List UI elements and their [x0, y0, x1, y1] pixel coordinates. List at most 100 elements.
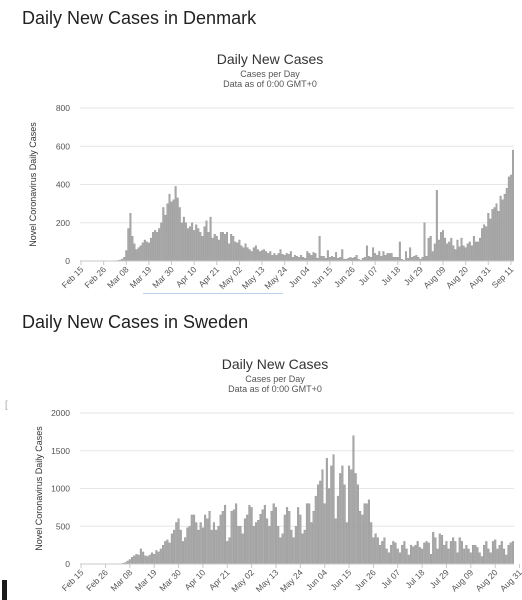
bar	[417, 257, 420, 262]
bar	[320, 256, 323, 262]
x-tick-label: May 02	[217, 264, 244, 291]
bar	[281, 533, 284, 565]
bar	[153, 554, 156, 565]
bar	[129, 213, 132, 262]
y-axis-label: Novel Coronavirus Daily Cases	[28, 122, 38, 247]
bar	[339, 257, 342, 262]
bar	[146, 556, 149, 565]
bar	[477, 241, 479, 262]
x-tick-label: Mar 30	[157, 567, 183, 593]
bar	[472, 235, 475, 262]
x-tick-label: Jun 04	[304, 567, 329, 592]
bar	[256, 249, 259, 262]
bar	[190, 514, 193, 565]
bar	[498, 544, 501, 565]
bar	[160, 222, 163, 262]
bar	[332, 454, 335, 565]
bar	[143, 239, 146, 262]
scroll-indicator	[143, 293, 283, 294]
bar	[431, 251, 434, 262]
chart-title: Daily New Cases	[222, 356, 329, 372]
bar	[199, 232, 202, 262]
bar	[308, 253, 311, 262]
bar	[195, 224, 198, 262]
bar	[236, 242, 239, 262]
bar	[365, 503, 368, 565]
bar	[164, 541, 167, 565]
bar	[354, 473, 357, 565]
bar	[421, 257, 424, 262]
y-tick-label: 600	[56, 141, 70, 151]
bar	[440, 535, 444, 565]
bar	[336, 495, 340, 565]
bar	[259, 251, 261, 262]
bar	[285, 253, 288, 262]
bar	[172, 199, 175, 262]
bar	[242, 247, 245, 262]
bar	[471, 544, 475, 565]
bar	[192, 514, 196, 565]
bar	[155, 550, 158, 565]
bar	[365, 245, 368, 262]
bar	[423, 222, 426, 262]
bar	[131, 235, 134, 262]
bar	[376, 255, 379, 262]
bar	[452, 537, 455, 565]
bar	[228, 243, 231, 262]
bar	[425, 256, 428, 262]
bar	[299, 514, 302, 565]
bar	[257, 520, 260, 565]
bar	[228, 537, 231, 565]
bar	[197, 228, 200, 262]
bar	[323, 503, 326, 565]
bar	[415, 255, 418, 262]
bar	[215, 529, 218, 565]
y-tick-label: 400	[56, 180, 70, 190]
bar	[266, 518, 269, 565]
bar	[139, 245, 142, 262]
bar	[175, 522, 178, 565]
bar	[243, 518, 246, 565]
bar	[376, 537, 379, 565]
bar	[301, 533, 304, 565]
bar	[170, 201, 173, 262]
bar	[290, 529, 293, 565]
bar	[287, 254, 290, 262]
bar	[154, 230, 157, 262]
bar	[445, 541, 448, 565]
x-tick-label: May 13	[240, 264, 267, 291]
bar	[179, 529, 182, 565]
bar	[271, 255, 274, 262]
bar	[392, 541, 395, 565]
chart-subtitle-date: Data as of 0:00 GMT+0	[223, 79, 317, 89]
bar	[318, 235, 321, 262]
bar	[370, 522, 373, 565]
bar	[511, 149, 514, 262]
bar	[465, 544, 468, 565]
bar	[427, 237, 430, 262]
bar	[501, 199, 504, 262]
bar	[201, 527, 204, 565]
bar	[425, 541, 428, 565]
bar	[460, 237, 463, 262]
bar	[444, 237, 447, 262]
bar	[133, 555, 136, 565]
x-tick-label: Apr 10	[174, 264, 199, 289]
bar	[144, 555, 147, 565]
y-tick-label: 800	[56, 103, 70, 113]
bar	[321, 469, 324, 565]
x-tick-label: Aug 31	[467, 264, 493, 290]
bar	[137, 554, 140, 565]
bar	[446, 243, 449, 262]
bar	[125, 250, 128, 262]
bar	[195, 522, 198, 565]
bar	[383, 537, 386, 565]
bar	[412, 546, 415, 565]
bar	[176, 197, 179, 262]
bar	[267, 253, 270, 262]
bar	[447, 548, 450, 565]
bar	[184, 537, 187, 565]
bar	[483, 224, 486, 262]
bar	[456, 239, 459, 262]
bar	[281, 254, 284, 262]
